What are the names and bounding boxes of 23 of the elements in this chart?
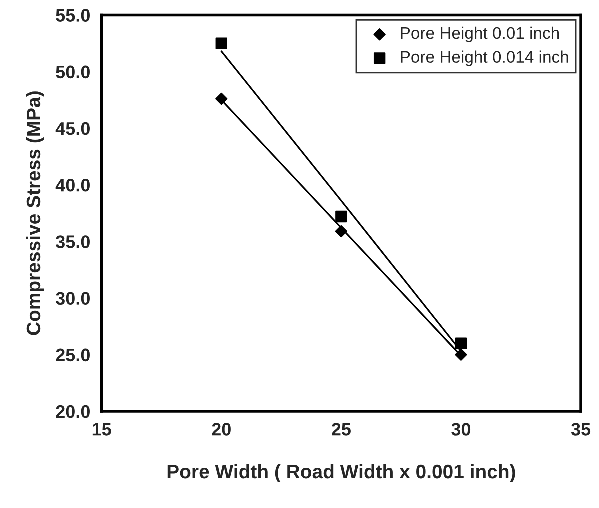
point — [455, 338, 468, 350]
y-axis-title: Compressive Stress (MPa) — [26, 92, 44, 336]
y-tick-label: 40.0 — [56, 178, 90, 192]
point — [216, 38, 228, 50]
legend-label: Pore Height 0.01 inch — [401, 26, 560, 42]
y-tick-label: 50.0 — [56, 66, 90, 79]
y-tick-label: 20.0 — [56, 405, 90, 418]
x-tick-label: 20 — [212, 423, 231, 436]
x-tick-label: 30 — [452, 423, 471, 436]
y-tick-label: 45.0 — [56, 122, 90, 136]
x-axis-title: Pore Width ( Road Width x 0.001 inch) — [168, 464, 516, 483]
point — [455, 348, 468, 361]
y-tick-label: 25.0 — [56, 348, 90, 362]
point — [216, 92, 228, 106]
x-tick-label: 15 — [92, 423, 112, 436]
legend-label: Pore Height 0.014 inch — [401, 50, 568, 66]
y-tick-label: 30.0 — [56, 292, 90, 306]
x-tick-label: 25 — [332, 423, 351, 436]
y-tick-label: 35.0 — [56, 236, 90, 248]
x-tick-label: 35 — [571, 423, 591, 436]
point — [335, 225, 348, 238]
point — [336, 210, 348, 223]
y-tick-label: 55.0 — [56, 9, 90, 22]
